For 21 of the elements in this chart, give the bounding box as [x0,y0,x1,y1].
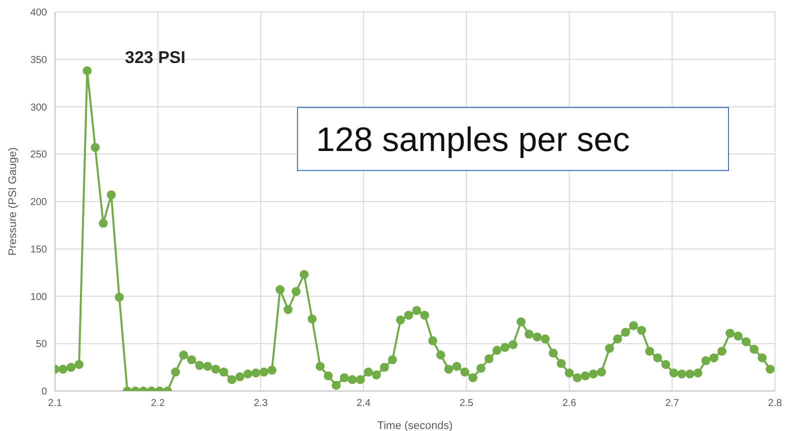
note-box: 128 samples per sec [297,107,729,171]
x-tick-label: 2.3 [254,398,268,410]
y-tick-label: 300 [30,102,48,114]
y-tick-label: 150 [30,244,48,256]
y-tick-label: 250 [30,150,48,161]
y-tick-label: 0 [41,386,48,398]
x-tick-label: 2.7 [665,398,680,410]
x-axis-title: Time (seconds) [377,420,453,431]
y-tick-label: 400 [30,8,48,19]
y-tick-label: 200 [30,197,48,208]
y-tick-label: 350 [30,54,48,66]
x-tick-label: 2.2 [150,398,166,410]
y-tick-label: 100 [30,292,48,303]
y-axis-title: Pressure (PSI Gauge) [6,147,19,256]
x-tick-label: 2.5 [459,398,474,410]
x-tick-label: 2.6 [562,398,577,410]
x-tick-label: 2.1 [48,398,62,410]
annotation: 323 PSI [125,48,186,68]
x-tick-label: 2.4 [356,398,371,410]
y-tick-label: 50 [36,339,48,350]
x-tick-label: 2.8 [768,398,782,410]
